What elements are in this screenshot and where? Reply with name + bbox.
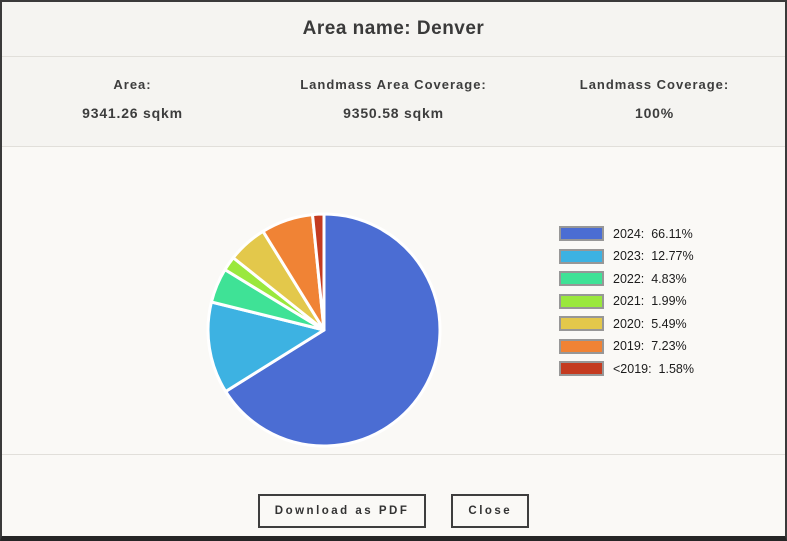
modal-header: Area name: Denver <box>2 2 785 57</box>
legend-item-2022[interactable]: 2022: 4.83% <box>559 271 694 286</box>
legend-swatch-2020 <box>559 316 604 331</box>
download-pdf-button[interactable]: Download as PDF <box>257 494 427 528</box>
pie-slice-2024[interactable] <box>224 212 442 448</box>
modal-footer: Download as PDF Close <box>2 455 785 533</box>
legend-item-2020[interactable]: 2020: 5.49% <box>559 316 694 331</box>
legend-swatch-2019 <box>559 338 604 354</box>
chart-legend: 2024: 66.11% 2023: 12.77% 2022: 4.83% 2021:… <box>559 226 694 384</box>
legend-label-2022: 2022: 4.83% <box>613 271 687 286</box>
stat-landmass-coverage-value: 100% <box>634 105 674 121</box>
legend-item-2023[interactable]: 2023: 12.77% <box>559 248 694 264</box>
legend-swatch-2021 <box>559 293 604 309</box>
legend-label-2019: 2019: 7.23% <box>613 339 687 353</box>
legend-label-2021: 2021: 1.99% <box>613 294 687 308</box>
legend-label-2023: 2023: 12.77% <box>613 249 694 263</box>
stat-landmass-coverage: Landmass Coverage: 100% <box>524 57 785 146</box>
stat-landmass-area-coverage-value: 9350.58 sqkm <box>343 105 444 121</box>
stat-landmass-area-coverage-label: Landmass Area Coverage: <box>300 77 487 92</box>
legend-label-2020: 2020: 5.49% <box>613 316 687 331</box>
modal-title: Area name: Denver <box>302 18 485 39</box>
legend-swatch-2023 <box>559 248 604 264</box>
legend-label-2024: 2024: 66.11% <box>613 226 693 241</box>
legend-label-<2019: <2019: 1.58% <box>613 361 694 376</box>
chart-section: 2024: 66.11% 2023: 12.77% 2022: 4.83% 2021:… <box>2 147 785 455</box>
legend-item-<2019[interactable]: <2019: 1.58% <box>559 361 694 376</box>
pie-chart[interactable] <box>204 210 444 450</box>
legend-swatch-2024 <box>559 226 604 241</box>
stat-area: Area: 9341.26 sqkm <box>2 57 263 146</box>
legend-swatch-<2019 <box>559 361 604 376</box>
stats-row: Area: 9341.26 sqkm Landmass Area Coverag… <box>2 57 785 147</box>
stat-landmass-coverage-label: Landmass Coverage: <box>579 77 730 92</box>
legend-item-2021[interactable]: 2021: 1.99% <box>559 293 694 309</box>
stat-area-value: 9341.26 sqkm <box>82 105 183 121</box>
legend-item-2019[interactable]: 2019: 7.23% <box>559 338 694 354</box>
pie-slice-2023[interactable] <box>206 300 326 393</box>
legend-swatch-2022 <box>559 271 604 286</box>
legend-item-2024[interactable]: 2024: 66.11% <box>559 226 694 241</box>
stat-area-label: Area: <box>113 77 152 92</box>
close-button[interactable]: Close <box>451 494 530 528</box>
pie-slice-<2019[interactable] <box>311 212 326 332</box>
stat-landmass-area-coverage: Landmass Area Coverage: 9350.58 sqkm <box>263 57 524 146</box>
